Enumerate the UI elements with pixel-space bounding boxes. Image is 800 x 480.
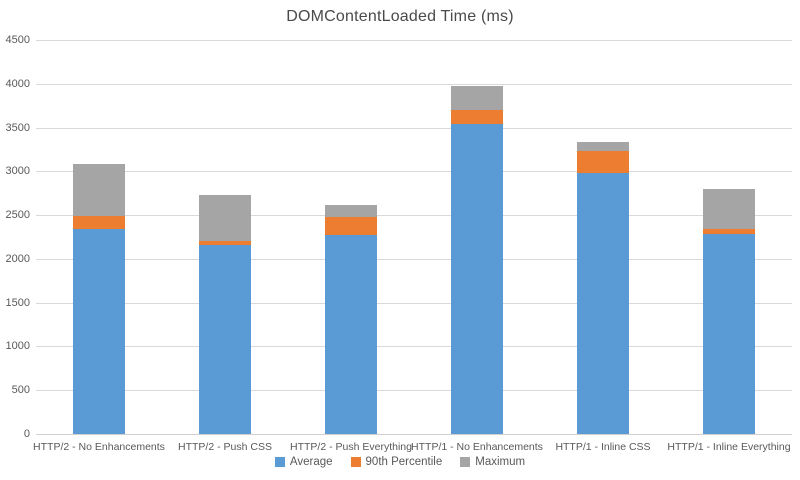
gridline bbox=[36, 346, 792, 348]
gridline bbox=[36, 258, 792, 260]
y-axis-tick-label: 2500 bbox=[5, 209, 30, 222]
x-axis-category-label: HTTP/2 - Push CSS bbox=[178, 441, 272, 453]
gridline bbox=[36, 215, 792, 217]
x-axis-category-label: HTTP/1 - Inline CSS bbox=[555, 441, 651, 453]
gridline bbox=[36, 127, 792, 129]
bar-segment-90th-percentile bbox=[73, 216, 125, 230]
legend-label: 90th Percentile bbox=[365, 456, 443, 468]
legend-swatch-icon bbox=[350, 457, 361, 467]
bar-segment-maximum bbox=[325, 204, 377, 217]
y-axis-tick-label: 3500 bbox=[5, 121, 30, 134]
y-axis-tick-label: 4000 bbox=[5, 77, 30, 90]
bar-segment-90th-percentile bbox=[703, 229, 755, 235]
x-axis-category-label: HTTP/2 - No Enhancements bbox=[33, 441, 165, 453]
y-axis-tick-label: 3000 bbox=[5, 165, 30, 178]
y-axis-tick-label: 1500 bbox=[5, 296, 30, 309]
legend: Average 90th Percentile Maximum bbox=[0, 456, 800, 468]
gridline bbox=[36, 390, 792, 392]
y-axis-tick-label: 500 bbox=[11, 384, 30, 397]
bar-segment-average bbox=[199, 244, 251, 434]
bar-segment-average bbox=[73, 229, 125, 434]
bar-segment-maximum bbox=[577, 142, 629, 152]
bar-segment-maximum bbox=[703, 188, 755, 230]
bar-segment-average bbox=[577, 173, 629, 434]
bar-segment-maximum bbox=[73, 164, 125, 216]
bar-segment-90th-percentile bbox=[451, 110, 503, 125]
legend-item: 90th Percentile bbox=[350, 456, 443, 468]
gridline bbox=[36, 302, 792, 304]
gridline bbox=[36, 171, 792, 173]
bar-segment-90th-percentile bbox=[325, 216, 377, 236]
legend-label: Maximum bbox=[475, 456, 526, 468]
bar-segment-90th-percentile bbox=[577, 151, 629, 174]
bar-segment-average bbox=[451, 124, 503, 434]
gridline bbox=[36, 434, 792, 435]
plot-area bbox=[36, 40, 792, 435]
y-axis-tick-label: 2000 bbox=[5, 252, 30, 265]
x-axis-category-label: HTTP/1 - No Enhancements bbox=[411, 441, 543, 453]
legend-swatch-icon bbox=[274, 457, 285, 467]
bar-segment-average bbox=[325, 235, 377, 434]
legend-swatch-icon bbox=[460, 457, 471, 467]
legend-item: Average bbox=[274, 456, 333, 468]
legend-label: Average bbox=[289, 456, 333, 468]
bar-segment-maximum bbox=[199, 195, 251, 242]
chart-title: DOMContentLoaded Time (ms) bbox=[286, 8, 514, 25]
bar-segment-maximum bbox=[451, 85, 503, 111]
bar-segment-average bbox=[703, 234, 755, 434]
legend-item: Maximum bbox=[460, 456, 525, 468]
x-axis-category-label: HTTP/1 - Inline Everything bbox=[667, 441, 791, 453]
y-axis-tick-label: 0 bbox=[23, 428, 30, 440]
gridline bbox=[36, 83, 792, 85]
bar-segment-90th-percentile bbox=[199, 241, 251, 245]
gridline bbox=[36, 40, 792, 41]
y-axis-tick-label: 1000 bbox=[5, 340, 30, 353]
x-axis-category-label: HTTP/2 - Push Everything bbox=[290, 441, 412, 453]
y-axis-tick-label: 4500 bbox=[5, 34, 30, 46]
